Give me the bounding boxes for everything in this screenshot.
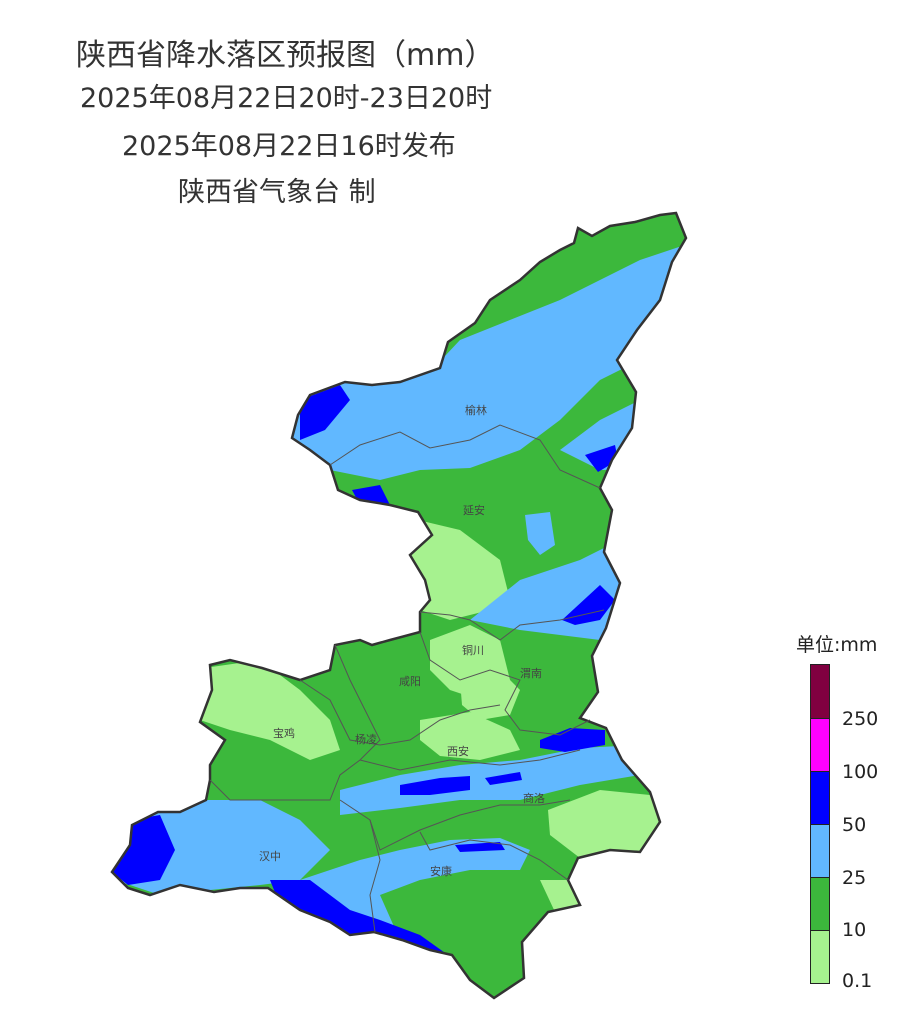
city-label-ankang: 安康 — [430, 864, 452, 878]
legend-swatch-25-50 — [810, 824, 830, 877]
city-labels: 榆林 延安 铜川 咸阳 渭南 宝鸡 杨凌 西安 商洛 汉中 安康 — [259, 403, 545, 878]
city-label-hanzhong: 汉中 — [259, 850, 281, 863]
legend-tick-0.1: 0.1 — [842, 970, 873, 992]
legend-tick-10: 10 — [842, 919, 867, 941]
city-label-weinan: 渭南 — [520, 667, 542, 680]
precipitation-zones — [112, 213, 686, 998]
city-label-tongchuan: 铜川 — [462, 643, 484, 657]
city-boundaries — [209, 424, 605, 933]
legend-tick-250: 250 — [842, 708, 879, 730]
legend-swatch-100-250 — [810, 718, 830, 771]
city-label-baoji: 宝鸡 — [273, 726, 295, 740]
legend-swatch-0.1-10 — [810, 930, 830, 984]
legend-swatch-10-25 — [810, 877, 830, 930]
city-label-yangling: 杨凌 — [355, 732, 377, 746]
legend-tick-25: 25 — [842, 867, 867, 889]
city-label-xianyang: 咸阳 — [399, 675, 421, 688]
legend-swatch-250-plus — [810, 664, 830, 718]
legend-swatch-50-100 — [810, 771, 830, 824]
precipitation-legend: 单位:mm 250 100 50 25 10 0.1 — [796, 630, 896, 1000]
legend-title: 单位:mm — [796, 634, 878, 656]
legend-tick-100: 100 — [842, 761, 879, 783]
issuer: 陕西省气象台 制 — [178, 177, 376, 208]
city-label-xian: 西安 — [447, 744, 469, 758]
issue-time: 2025年08月22日16时发布 — [122, 131, 456, 162]
city-label-shangluo: 商洛 — [523, 791, 545, 805]
forecast-period: 2025年08月22日20时-23日20时 — [80, 83, 493, 114]
legend-tick-50: 50 — [842, 814, 867, 836]
city-label-yanan: 延安 — [463, 503, 485, 517]
city-label-yulin: 榆林 — [465, 403, 487, 417]
map-title: 陕西省降水落区预报图（mm） — [76, 38, 495, 73]
